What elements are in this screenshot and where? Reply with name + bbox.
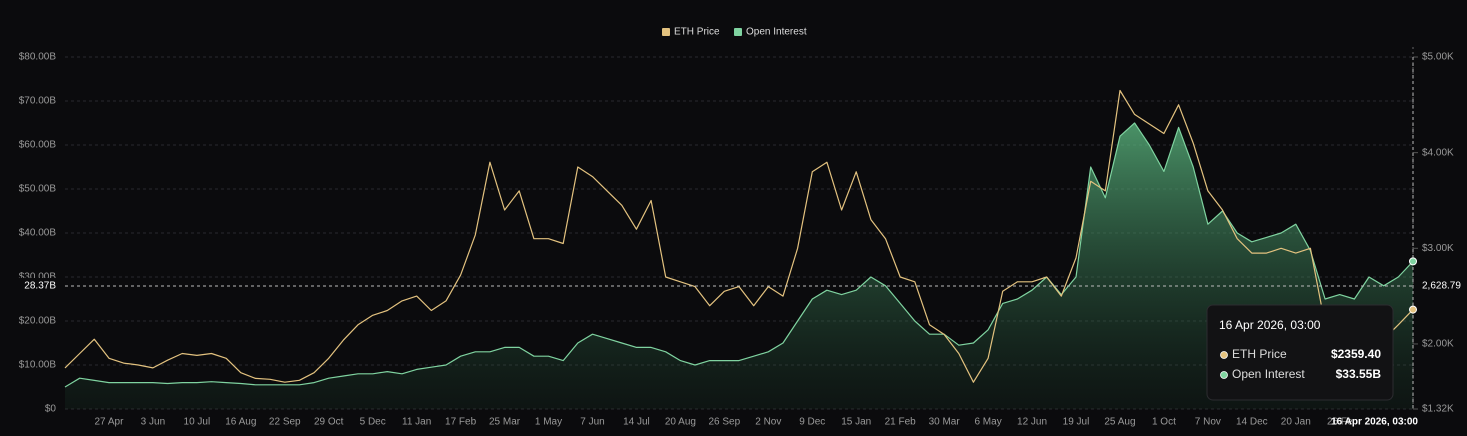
legend-label: ETH Price <box>674 27 720 38</box>
x-tick-label: 1 May <box>535 417 562 428</box>
x-tick-label: 6 May <box>974 417 1001 428</box>
y-tick-label: $50.00B <box>19 184 57 195</box>
crosshair-y2-box <box>1418 278 1464 294</box>
tooltip-name: ETH Price <box>1232 347 1287 361</box>
x-tick-label: 26 Sep <box>708 417 740 428</box>
tooltip-value: $2359.40 <box>1331 347 1381 361</box>
y-tick-label: $30.00B <box>19 272 57 283</box>
legend-swatch <box>662 28 670 36</box>
x-tick-label: 14 Jul <box>623 417 650 428</box>
x-tick-label: 26 Fe <box>1327 417 1353 428</box>
x-tick-label: 1 Oct <box>1152 417 1176 428</box>
line <box>64 122 1414 388</box>
y2-tick-label: $2.00K <box>1422 339 1454 350</box>
tooltip <box>1206 304 1394 401</box>
x-tick-label: 30 Mar <box>929 417 961 428</box>
x-tick-label: 22 Sep <box>269 417 301 428</box>
y-tick-label: $0 <box>45 404 57 415</box>
y2-tick-label: $4.00K <box>1422 147 1454 158</box>
tooltip-name: Open Interest <box>1232 367 1305 381</box>
x-tick-label: 5 Dec <box>360 417 386 428</box>
x-tick-label: 25 Aug <box>1104 417 1135 428</box>
y-tick-label: $10.00B <box>19 360 57 371</box>
legend-label: Open Interest <box>746 27 807 38</box>
crosshair-y-box <box>14 278 60 294</box>
area <box>65 123 1413 409</box>
y-tick-label: $70.00B <box>19 96 57 107</box>
end-dot <box>1409 305 1417 314</box>
x-tick-label: 9 Dec <box>799 417 825 428</box>
y-tick-label: $40.00B <box>19 228 57 239</box>
y-tick-label: $60.00B <box>19 140 57 151</box>
x-tick-label: 19 Jul <box>1063 417 1090 428</box>
x-tick-label: 12 Jun <box>1017 417 1047 428</box>
legend-swatch <box>734 28 742 36</box>
line <box>64 89 1414 383</box>
x-tick-label: 29 Oct <box>314 417 344 428</box>
x-tick-label: 10 Jul <box>184 417 211 428</box>
y-tick-label: $20.00B <box>19 316 57 327</box>
x-tick-label: 7 Jun <box>580 417 604 428</box>
x-tick-label: 17 Feb <box>445 417 477 428</box>
tooltip-dot <box>1220 371 1228 379</box>
x-tick-label: 7 Nov <box>1195 417 1221 428</box>
x-tick-label: 25 Mar <box>489 417 521 428</box>
y2-tick-label: $5.00K <box>1422 52 1454 63</box>
x-tick-label: 14 Dec <box>1236 417 1268 428</box>
tooltip-title: 16 Apr 2026, 03:00 <box>1219 318 1321 332</box>
tooltip-dot <box>1220 351 1228 359</box>
x-tick-label: 20 Jan <box>1281 417 1311 428</box>
y2-tick-label: $3.00K <box>1422 243 1454 254</box>
x-tick-label: 2 Nov <box>755 417 781 428</box>
x-tick-label: 16 Apr 2026, 03:00 <box>1331 417 1418 428</box>
end-dot <box>1409 257 1417 266</box>
x-tick-label: 3 Jun <box>141 417 165 428</box>
y2-tick-label: $1.32K <box>1422 404 1454 415</box>
tooltip-value: $33.55B <box>1336 367 1382 381</box>
x-tick-label: 27 Apr <box>94 417 124 428</box>
x-tick-label: 21 Feb <box>885 417 917 428</box>
y-tick-label: $80.00B <box>19 52 57 63</box>
x-tick-label: 20 Aug <box>665 417 696 428</box>
crosshair-y-label: 28.37B <box>24 281 56 292</box>
x-tick-label: 11 Jan <box>402 417 431 428</box>
crosshair-y2-label: 2,628.79 <box>1422 281 1461 292</box>
x-tick-label: 16 Aug <box>225 417 256 428</box>
x-tick-label: 15 Jan <box>841 417 871 428</box>
